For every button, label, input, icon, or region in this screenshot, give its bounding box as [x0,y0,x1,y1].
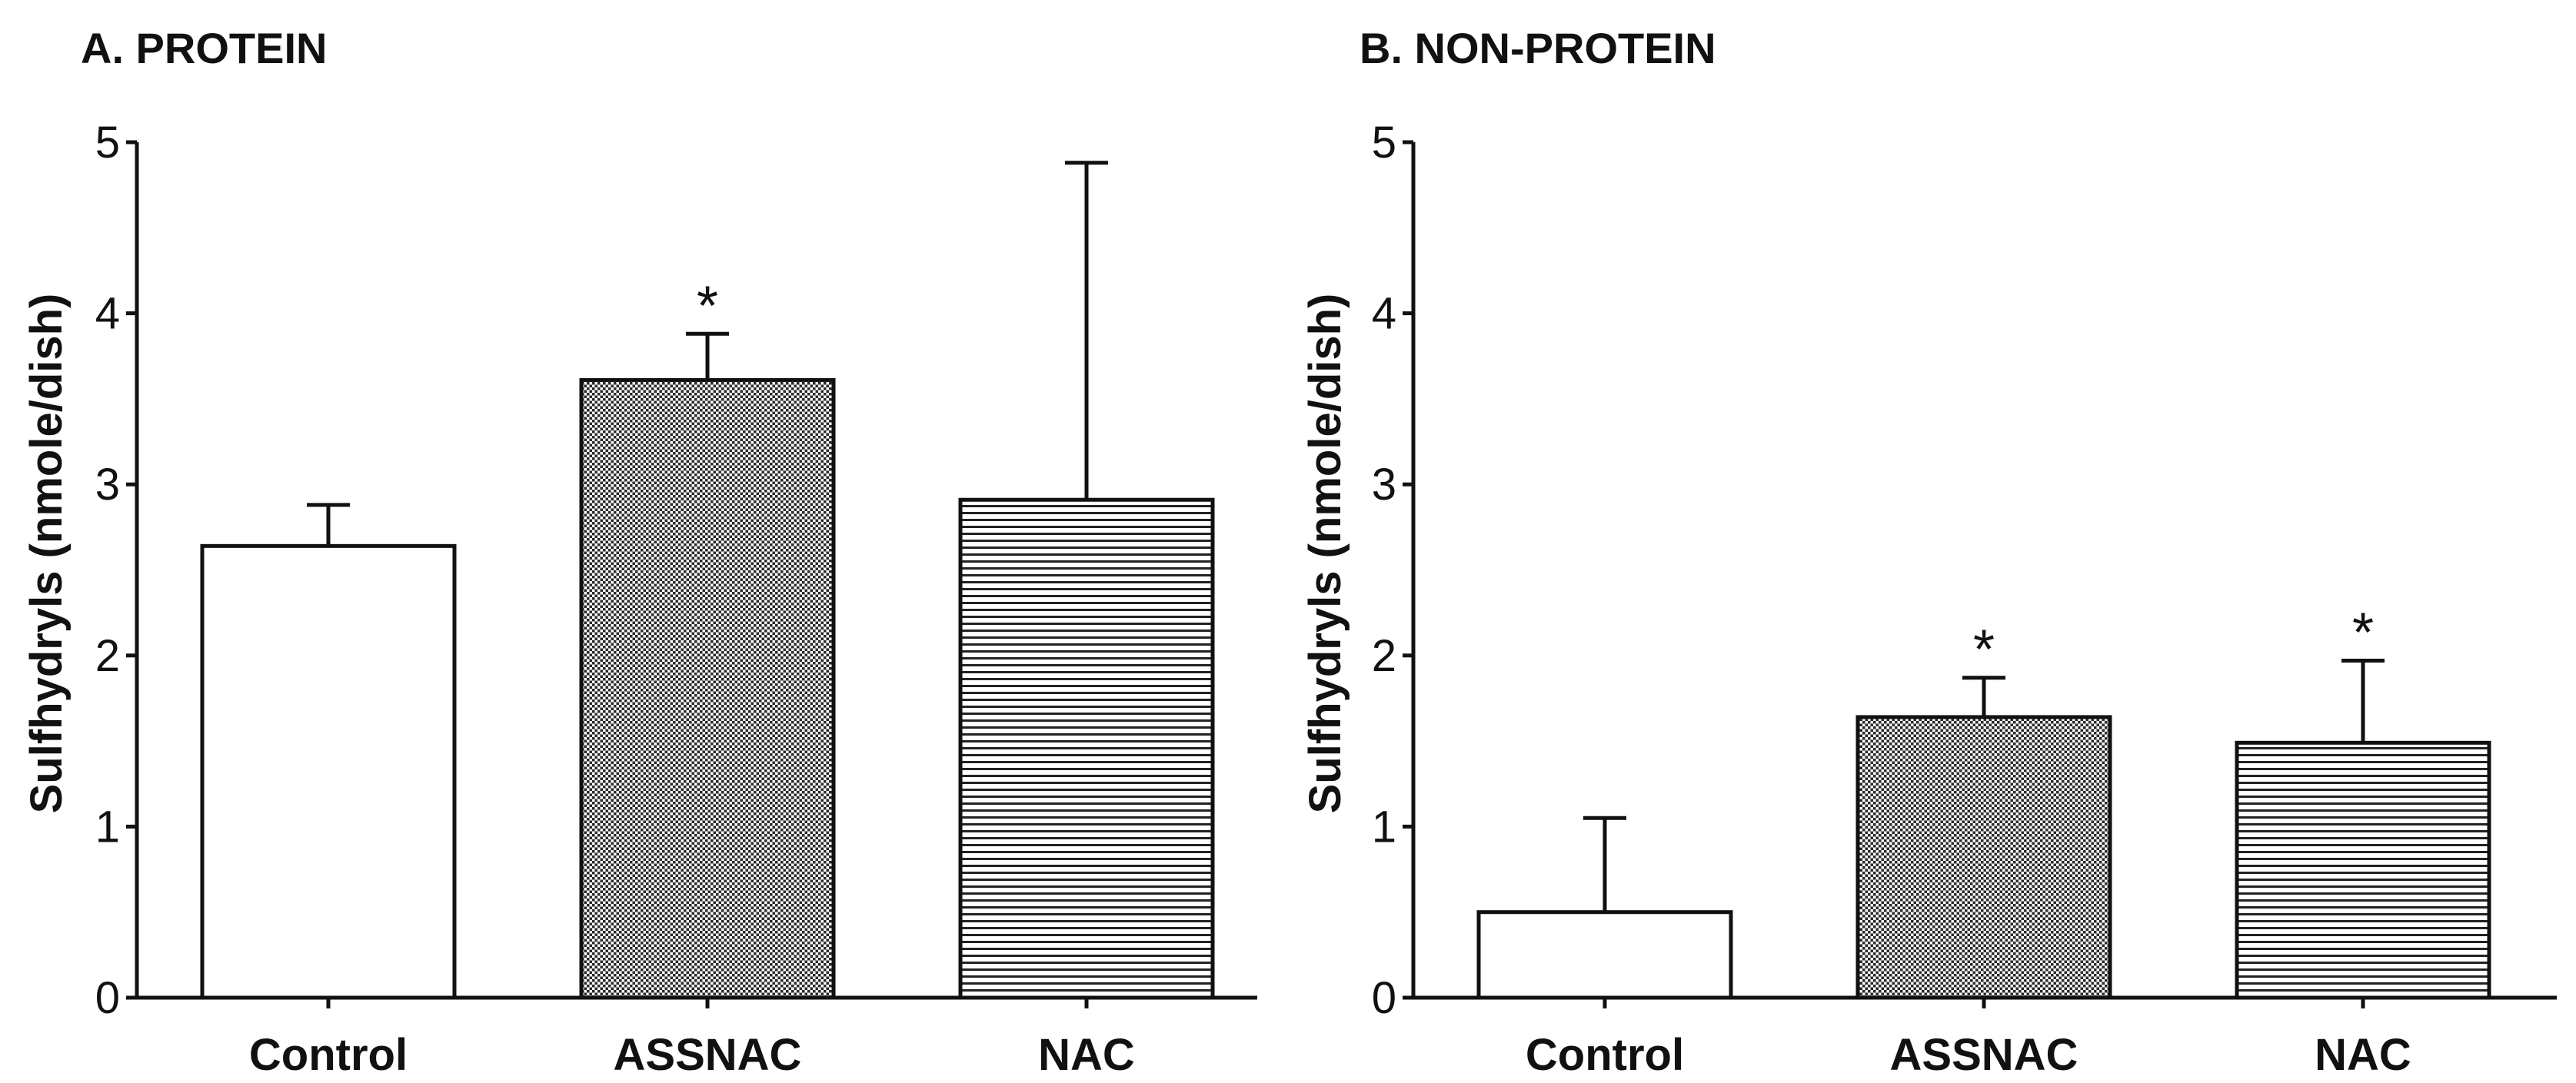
bars-layer: * * [1476,602,2491,1000]
significance-marker: * [1973,620,1995,681]
bars-layer: * [200,161,1215,1000]
significance-marker: * [2352,602,2374,663]
axes-layer: Control ASSNAC NAC 0 1 2 3 4 5 [1372,118,2557,1080]
x-tick-label: ASSNAC [614,1030,802,1080]
bar-control [1476,910,1733,1000]
y-axis-title: Sulfhydryls (nmole/dish) [1300,294,1350,814]
y-tick-label: 3 [95,460,120,510]
y-tick-label: 5 [95,118,120,168]
y-tick-label: 2 [95,631,120,681]
y-tick-label: 2 [1372,631,1396,681]
bar-nac [2235,740,2491,1000]
x-tick-label: Control [249,1030,408,1080]
y-tick-label: 3 [1372,460,1396,510]
panel-title: A. PROTEIN [81,24,327,72]
x-tick-label: NAC [1038,1030,1135,1080]
panel-protein: A. PROTEIN Sulfhydryls (nmole/dish) * Co… [22,24,1257,1080]
significance-marker: * [697,275,718,337]
y-tick-label: 0 [95,973,120,1023]
y-tick-label: 4 [1372,289,1396,339]
panel-non-protein: B. NON-PROTEIN Sulfhydryls (nmole/dish) … [1300,24,2557,1080]
y-tick-label: 1 [1372,802,1396,852]
y-axis-title: Sulfhydryls (nmole/dish) [22,294,72,814]
bar-control [200,543,457,1000]
y-tick-label: 4 [95,289,120,339]
axes-layer: Control ASSNAC NAC 0 1 2 3 4 5 [95,118,1257,1080]
bar-nac [958,497,1215,1000]
panel-title: B. NON-PROTEIN [1360,24,1716,72]
x-tick-label: ASSNAC [1890,1030,2078,1080]
x-tick-label: Control [1526,1030,1684,1080]
x-tick-label: NAC [2315,1030,2411,1080]
y-tick-label: 5 [1372,118,1396,168]
y-tick-label: 0 [1372,973,1396,1023]
y-tick-label: 1 [95,802,120,852]
bar-assnac [1855,715,2112,1000]
bar-assnac [579,377,836,1000]
